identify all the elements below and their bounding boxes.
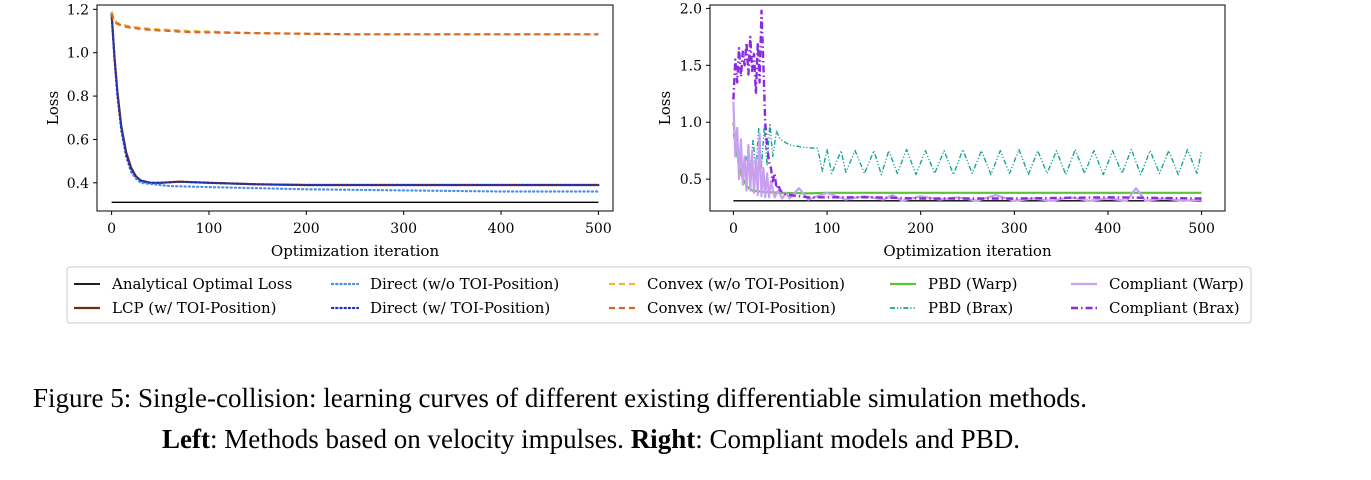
left-chart: 0 100 200 300 400 500 0.4 0.6 0.8 1.0 1.2 Optimizat… <box>44 2 614 260</box>
right-xtick-label: 400 <box>1095 221 1122 237</box>
legend-label-pbd-brax: PBD (Brax) <box>928 299 1013 317</box>
left-y-axis-label: Loss <box>44 91 62 125</box>
right-series-compliant-brax <box>732 9 1202 200</box>
left-xtick-label: 200 <box>293 221 320 237</box>
figure-canvas: 0 100 200 300 400 500 0.4 0.6 0.8 1.0 1.2 Optimizat… <box>44 1 1252 324</box>
right-xtick-label: 200 <box>907 221 934 237</box>
right-series-group <box>732 9 1203 202</box>
left-series-lcp-w-toi-position <box>110 13 599 187</box>
right-ytick-label: 2.0 <box>680 1 702 17</box>
caption-line-1: Figure 5: Single-collision: learning cur… <box>33 383 1088 413</box>
right-xtick-label: 100 <box>814 221 841 237</box>
left-xtick-label: 400 <box>488 221 515 237</box>
caption-left-label: Left <box>162 424 210 454</box>
legend-label-lcp-w-toi-position: LCP (w/ TOI-Position) <box>112 299 277 317</box>
left-series-direct-w-toi-position <box>110 12 600 187</box>
left-series-group <box>110 11 600 203</box>
caption-right-label: Right <box>630 424 696 454</box>
legend-label-direct-w-toi-position: Direct (w/ TOI-Position) <box>370 299 550 317</box>
left-x-axis-label: Optimization iteration <box>271 242 440 260</box>
right-ytick-label: 0.5 <box>680 172 702 188</box>
caption-line-2: Left: Methods based on velocity impulses… <box>162 419 1020 459</box>
right-chart: 0 100 200 300 400 500 0.5 1.0 1.5 2.0 Optimization… <box>656 1 1226 260</box>
left-xtick-label: 300 <box>390 221 417 237</box>
right-y-axis-label: Loss <box>656 91 674 125</box>
caption-right-text: : Compliant models and PBD. <box>695 424 1020 454</box>
legend-label-pbd-warp: PBD (Warp) <box>928 275 1017 293</box>
legend-frame <box>66 266 1252 324</box>
legend-label-compliant-brax: Compliant (Brax) <box>1109 299 1240 317</box>
right-xtick-label: 300 <box>1001 221 1028 237</box>
left-ytick-label: 1.2 <box>67 2 89 18</box>
left-xtick-label: 500 <box>585 221 612 237</box>
right-series-pbd-brax <box>732 122 1203 176</box>
legend-label-direct-w-o-toi-position: Direct (w/o TOI-Position) <box>370 275 559 293</box>
right-xtick-label: 0 <box>729 221 738 237</box>
left-ytick-label: 0.6 <box>67 132 89 148</box>
caption-left-text: : Methods based on velocity impulses. <box>209 424 631 454</box>
right-axes-frame <box>709 4 1226 212</box>
right-ytick-label: 1.5 <box>680 58 702 74</box>
right-series-compliant-warp <box>732 101 1202 202</box>
left-series-direct-w-o-toi-position <box>110 12 600 193</box>
legend-label-analytical-optimal-loss: Analytical Optimal Loss <box>111 275 292 293</box>
left-axes-frame <box>96 4 614 212</box>
legend: Analytical Optimal Loss LCP (w/ TOI-Posit… <box>66 266 1252 324</box>
right-series-pbd-warp <box>732 122 1202 195</box>
right-ytick-label: 1.0 <box>680 115 702 131</box>
legend-label-convex-w-toi-position: Convex (w/ TOI-Position) <box>647 299 836 317</box>
left-series-convex-w-toi-position <box>110 13 599 36</box>
left-ytick-label: 0.4 <box>67 176 89 192</box>
left-xtick-label: 100 <box>196 221 223 237</box>
left-ytick-label: 0.8 <box>67 89 89 105</box>
legend-label-compliant-warp: Compliant (Warp) <box>1109 275 1244 293</box>
left-xtick-label: 0 <box>107 221 116 237</box>
right-x-axis-label: Optimization iteration <box>883 242 1052 260</box>
legend-label-convex-w-o-toi-position: Convex (w/o TOI-Position) <box>647 275 845 293</box>
right-xtick-label: 500 <box>1188 221 1215 237</box>
left-ytick-label: 1.0 <box>67 46 89 62</box>
